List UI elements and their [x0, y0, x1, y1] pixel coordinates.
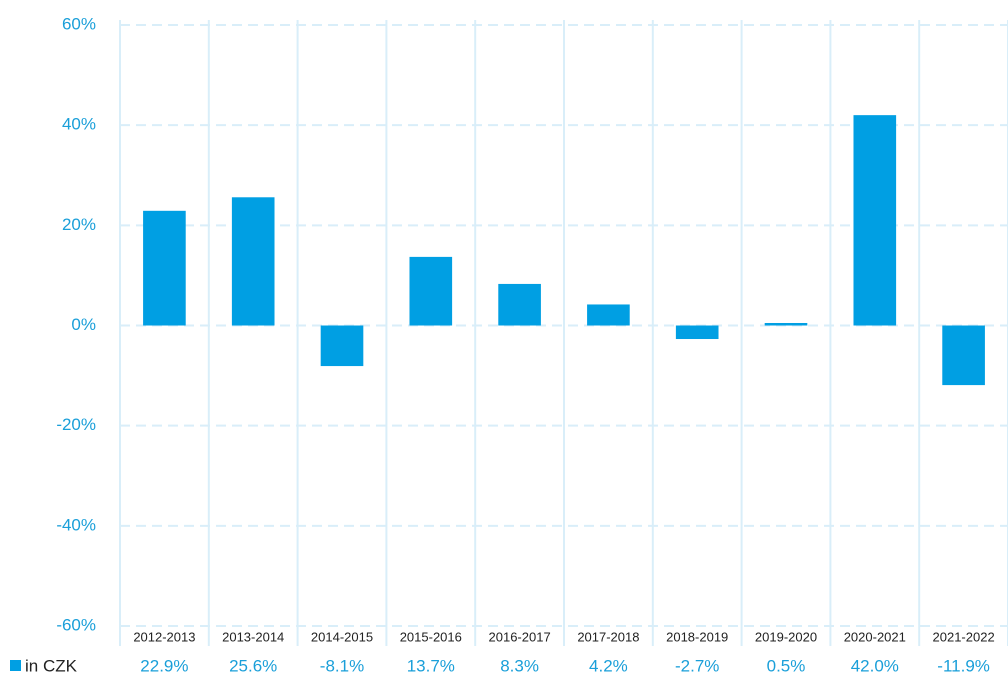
y-tick-label: -40% [56, 515, 96, 534]
x-tick-label: 2020-2021 [844, 629, 906, 644]
x-tick-label: 2013-2014 [222, 629, 284, 644]
value-label: -2.7% [675, 656, 719, 675]
bar [143, 210, 186, 326]
value-label: 25.6% [229, 656, 277, 675]
x-tick-label: 2021-2022 [933, 629, 995, 644]
legend-swatch [10, 660, 21, 671]
x-tick-label: 2016-2017 [489, 629, 551, 644]
bar [853, 115, 897, 326]
y-tick-label: 0% [71, 315, 96, 334]
bar [409, 256, 453, 326]
x-tick-label: 2015-2016 [400, 629, 462, 644]
bar [231, 197, 275, 326]
value-label: 22.9% [140, 656, 188, 675]
legend-label: in CZK [25, 656, 78, 675]
x-tick-label: 2019-2020 [755, 629, 817, 644]
value-label: 0.5% [767, 656, 806, 675]
y-tick-label: 40% [62, 115, 96, 134]
bar [675, 325, 719, 340]
x-tick-label: 2017-2018 [577, 629, 639, 644]
y-tick-label: 60% [62, 14, 96, 33]
bar [764, 322, 808, 326]
bar [587, 304, 630, 326]
bar [942, 325, 985, 386]
value-label: 8.3% [500, 656, 539, 675]
bar [320, 325, 364, 367]
x-tick-label: 2014-2015 [311, 629, 373, 644]
x-tick-label: 2012-2013 [133, 629, 195, 644]
value-label: -8.1% [320, 656, 364, 675]
x-tick-label: 2018-2019 [666, 629, 728, 644]
y-tick-label: -20% [56, 415, 96, 434]
value-label: 13.7% [407, 656, 455, 675]
value-label: 42.0% [851, 656, 899, 675]
bar [498, 283, 541, 326]
y-tick-label: -60% [56, 615, 96, 634]
value-label: -11.9% [937, 656, 990, 675]
y-tick-label: 20% [62, 215, 96, 234]
value-label: 4.2% [589, 656, 628, 675]
